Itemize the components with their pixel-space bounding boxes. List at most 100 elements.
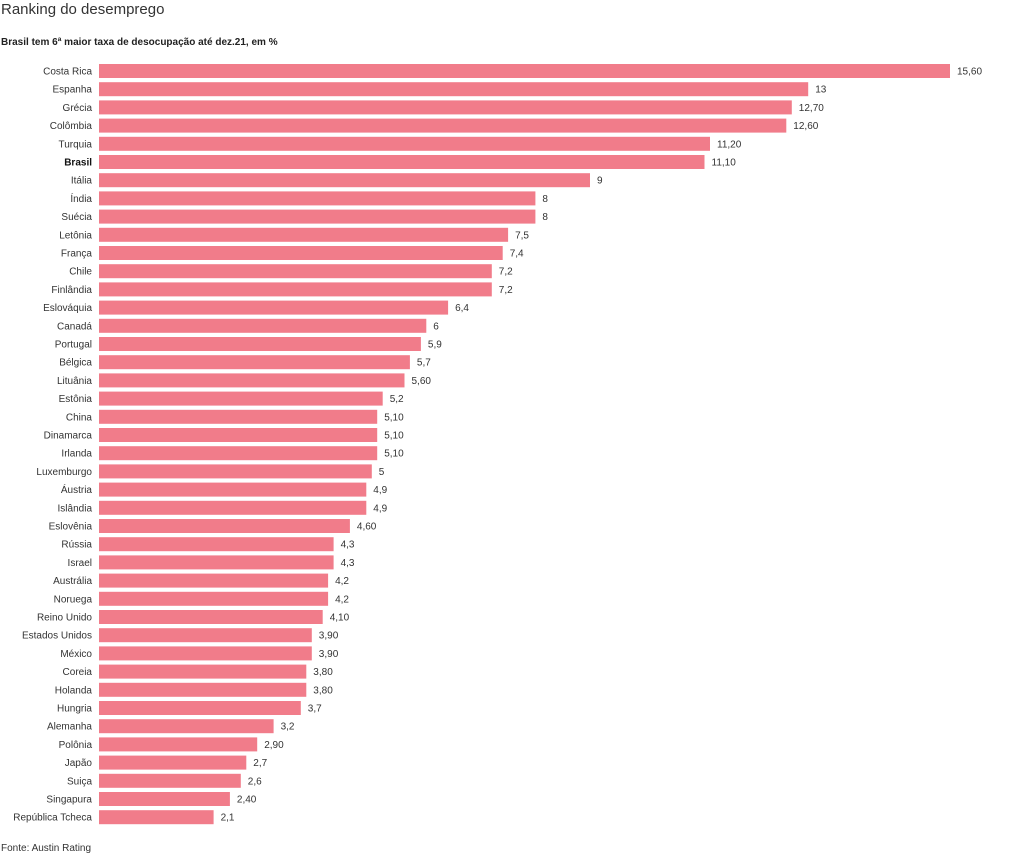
source-note: Fonte: Austin Rating [1, 843, 92, 854]
chart-subtitle: Brasil tem 6ª maior taxa de desocupação … [1, 37, 278, 48]
category-label-mexico: México [60, 649, 92, 660]
category-label-eslovenia: Eslovênia [49, 522, 93, 533]
bar-irlanda [99, 446, 378, 461]
bar-singapura [99, 792, 230, 806]
bar-republica-tcheca [99, 810, 214, 825]
category-label-noruega: Noruega [54, 594, 93, 605]
bar-suecia [99, 209, 536, 224]
category-label-suecia: Suécia [61, 212, 92, 223]
bar-belgica [99, 355, 410, 370]
category-label-singapura: Singapura [46, 795, 92, 806]
category-label-brasil: Brasil [64, 158, 92, 169]
value-label-singapura: 2,40 [237, 795, 257, 806]
bars-group [99, 64, 950, 825]
value-label-coreia: 3,80 [313, 667, 333, 678]
value-label-reino-unido: 4,10 [330, 613, 350, 624]
value-label-noruega: 4,2 [335, 594, 349, 605]
category-label-estados-unidos: Estados Unidos [22, 631, 92, 642]
category-label-eslovaquia: Eslováquia [43, 303, 92, 314]
category-label-canada: Canadá [57, 321, 92, 332]
category-label-costa-rica: Costa Rica [43, 67, 92, 78]
bar-brasil [99, 155, 705, 169]
bar-colombia [99, 118, 787, 133]
category-label-republica-tcheca: República Tcheca [13, 813, 92, 824]
category-label-australia: Austrália [53, 576, 92, 587]
category-label-austria: Áustria [61, 483, 93, 496]
category-label-grecia: Grécia [63, 103, 93, 114]
category-label-turquia: Turquia [58, 139, 92, 150]
bar-eslovenia [99, 519, 350, 533]
value-label-china: 5,10 [384, 412, 404, 423]
value-label-eslovenia: 4,60 [357, 522, 377, 533]
bar-japao [99, 755, 247, 770]
category-label-letonia: Letônia [59, 230, 92, 241]
bar-russia [99, 537, 334, 552]
category-label-holanda: Holanda [55, 685, 93, 696]
category-label-russia: Rússia [61, 540, 92, 551]
value-label-russia: 4,3 [341, 540, 355, 551]
value-label-austria: 4,9 [373, 485, 387, 496]
category-label-reino-unido: Reino Unido [37, 613, 92, 624]
value-label-polonia: 2,90 [264, 740, 284, 751]
value-label-suica: 2,6 [248, 776, 262, 787]
value-label-luxemburgo: 5 [379, 467, 385, 478]
value-label-colombia: 12,60 [793, 121, 818, 132]
value-label-letonia: 7,5 [515, 230, 529, 241]
bar-canada [99, 318, 427, 333]
bar-australia [99, 573, 329, 588]
bar-holanda [99, 682, 307, 697]
bar-dinamarca [99, 428, 378, 442]
value-label-republica-tcheca: 2,1 [221, 813, 235, 824]
bar-austria [99, 482, 367, 497]
category-label-israel: Israel [68, 558, 92, 569]
value-label-canada: 6 [433, 321, 439, 332]
category-label-estonia: Estônia [59, 394, 93, 405]
bar-mexico [99, 646, 312, 661]
bar-eslovaquia [99, 300, 449, 315]
value-label-alemanha: 3,2 [281, 722, 295, 733]
value-label-costa-rica: 15,60 [957, 67, 982, 78]
bar-letonia [99, 227, 509, 242]
category-label-dinamarca: Dinamarca [44, 431, 93, 442]
bar-costa-rica [99, 64, 950, 78]
category-label-polonia: Polônia [59, 740, 93, 751]
value-label-belgica: 5,7 [417, 358, 431, 369]
value-label-eslovaquia: 6,4 [455, 303, 469, 314]
value-label-grecia: 12,70 [799, 103, 824, 114]
category-label-espanha: Espanha [53, 85, 93, 96]
category-label-hungria: Hungria [57, 704, 92, 715]
bar-portugal [99, 337, 421, 351]
value-label-finlandia: 7,2 [499, 285, 513, 296]
bar-lituania [99, 373, 405, 388]
value-label-mexico: 3,90 [319, 649, 339, 660]
bar-luxemburgo [99, 464, 372, 479]
value-label-holanda: 3,80 [313, 685, 333, 696]
bar-estados-unidos [99, 628, 312, 643]
bar-islandia [99, 500, 367, 515]
category-label-india: Índia [70, 192, 92, 205]
category-label-italia: Itália [71, 176, 93, 187]
value-label-estados-unidos: 3,90 [319, 631, 339, 642]
bar-china [99, 409, 378, 424]
bar-polonia [99, 737, 258, 752]
value-label-irlanda: 5,10 [384, 449, 404, 460]
bar-italia [99, 173, 590, 188]
bar-finlandia [99, 282, 492, 297]
value-label-brasil: 11,10 [712, 158, 737, 169]
bar-alemanha [99, 719, 274, 734]
bar-turquia [99, 136, 710, 151]
value-labels: 15,60 13 12,70 12,60 11,20 11,10 9 8 8 7,5 7,4 7,2 7… [221, 67, 983, 824]
category-label-portugal: Portugal [55, 340, 92, 351]
category-label-chile: Chile [69, 267, 92, 278]
value-label-portugal: 5,9 [428, 340, 442, 351]
category-label-japao: Japão [65, 758, 93, 769]
bar-hungria [99, 701, 301, 715]
bar-franca [99, 246, 503, 260]
bar-espanha [99, 82, 809, 97]
category-label-china: China [66, 412, 93, 423]
value-label-israel: 4,3 [341, 558, 355, 569]
value-label-japao: 2,7 [253, 758, 267, 769]
category-label-belgica: Bélgica [59, 358, 92, 369]
value-label-chile: 7,2 [499, 267, 513, 278]
